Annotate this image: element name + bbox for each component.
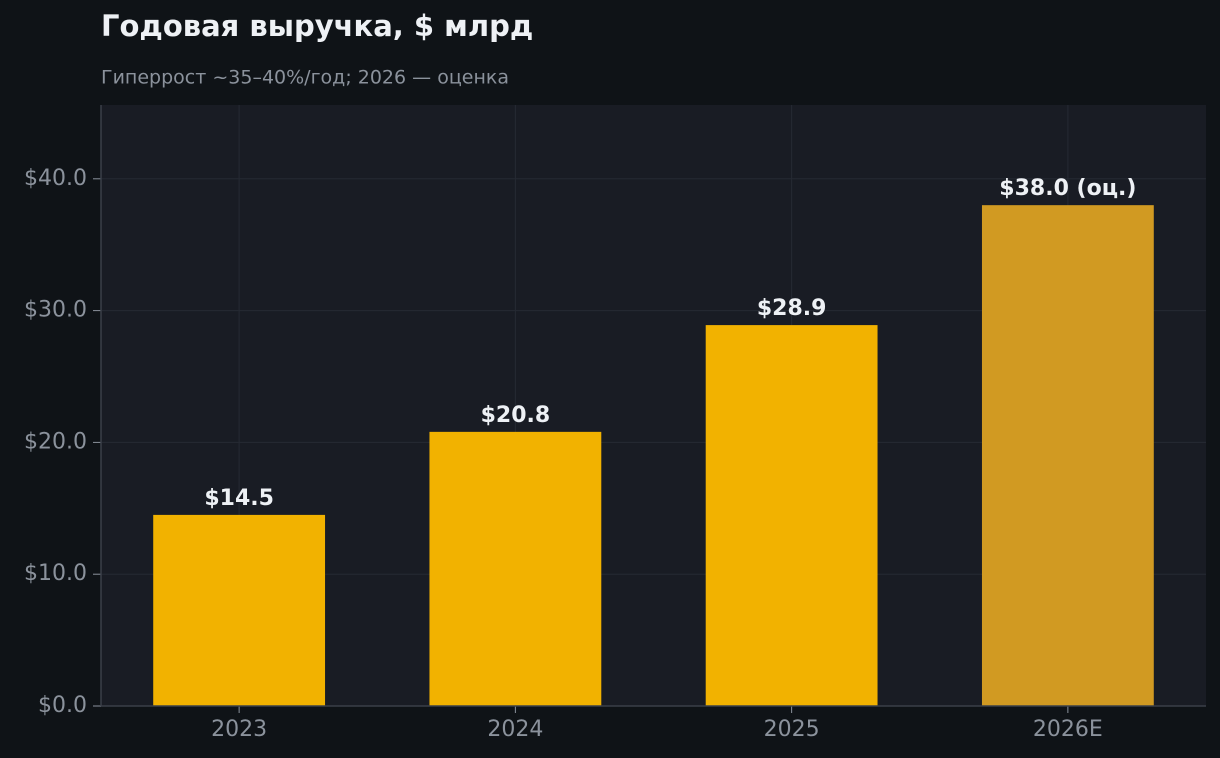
- value-label: $28.9: [757, 296, 827, 321]
- chart-title: Годовая выручка, $ млрд: [101, 9, 533, 43]
- y-tick-label: $20.0: [24, 429, 87, 454]
- x-tick-label: 2023: [211, 717, 267, 742]
- y-tick-label: $0.0: [38, 693, 87, 718]
- x-tick-label: 2024: [487, 717, 543, 742]
- x-tick-label: 2026E: [1033, 717, 1103, 742]
- x-tick-label: 2025: [764, 717, 820, 742]
- value-label: $20.8: [481, 403, 551, 428]
- bar: [153, 514, 326, 706]
- bar: [705, 325, 878, 706]
- bar: [981, 205, 1154, 706]
- value-label: $38.0 (оц.): [999, 176, 1136, 201]
- bar: [429, 431, 602, 706]
- chart-subtitle: Гиперрост ~35–40%/год; 2026 — оценка: [101, 67, 509, 89]
- y-tick-label: $30.0: [24, 298, 87, 323]
- y-tick-label: $10.0: [24, 561, 87, 586]
- y-tick-label: $40.0: [24, 166, 87, 191]
- value-label: $14.5: [204, 486, 274, 511]
